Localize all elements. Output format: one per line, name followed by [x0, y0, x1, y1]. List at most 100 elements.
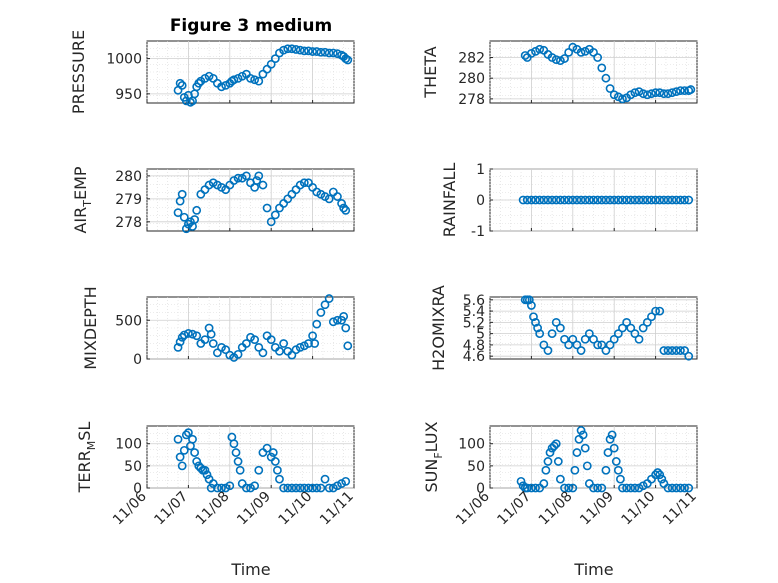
figure-title: Figure 3 medium: [170, 16, 332, 36]
y-tick-label: 278: [458, 92, 485, 108]
x-tick-label: 11/11: [317, 489, 357, 529]
data-point: [545, 448, 555, 457]
data-point: [647, 312, 656, 322]
data-point: [183, 428, 193, 438]
data-point: [680, 346, 689, 355]
data-point: [179, 330, 189, 340]
y-axis-label: RAINFALL: [440, 163, 459, 238]
data-point: [516, 476, 526, 486]
data-point: [287, 483, 297, 493]
data-point: [547, 329, 557, 339]
y-tick-label: 0: [476, 481, 485, 497]
data-point: [638, 323, 648, 333]
data-point: [564, 195, 574, 205]
data-point: [181, 96, 191, 106]
data-point: [192, 457, 202, 466]
data-point: [295, 483, 305, 493]
data-point: [250, 335, 260, 345]
data-point: [233, 173, 243, 183]
data-point: [686, 85, 696, 94]
data-point: [312, 319, 322, 329]
data-point: [333, 192, 342, 201]
x-tick-label: 11/10: [276, 489, 316, 529]
data-point: [299, 483, 309, 493]
data-point: [295, 45, 305, 55]
data-point: [551, 317, 561, 327]
data-point: [339, 203, 349, 213]
data-point: [324, 194, 334, 204]
data-point: [564, 340, 574, 350]
data-point: [626, 483, 636, 493]
data-point: [609, 90, 619, 100]
data-point: [630, 483, 640, 493]
data-point: [667, 346, 677, 355]
y-tick-label: 279: [115, 192, 142, 208]
data-point: [667, 88, 677, 98]
data-point: [531, 317, 540, 327]
y-axis-label: TERRMSL: [75, 422, 98, 494]
data-point: [241, 339, 251, 348]
data-point: [684, 351, 694, 361]
data-point: [308, 331, 317, 341]
data-point: [618, 94, 627, 104]
data-point: [597, 195, 607, 205]
data-point: [320, 474, 330, 484]
data-point: [584, 329, 594, 339]
data-point: [283, 483, 293, 493]
data-point: [206, 483, 216, 493]
data-point: [651, 306, 660, 316]
x-tick-label: 11/07: [494, 489, 534, 529]
data-point: [324, 483, 334, 493]
data-point: [607, 430, 617, 440]
data-point: [555, 323, 565, 333]
data-point: [320, 300, 330, 310]
data-point: [593, 340, 603, 350]
data-point: [527, 301, 536, 310]
data-point: [217, 82, 226, 92]
data-point: [541, 465, 551, 475]
data-point: [177, 80, 187, 90]
data-point: [188, 434, 197, 444]
data-point: [613, 92, 623, 102]
data-point: [283, 44, 293, 54]
y-tick-label: 278: [115, 215, 142, 231]
data-point: [324, 294, 334, 303]
data-point: [601, 73, 611, 83]
data-point: [680, 483, 689, 493]
data-point: [555, 195, 565, 205]
data-point: [551, 195, 561, 205]
subplot-h2omixra: H2OMIXRA: [429, 285, 698, 371]
data-point: [630, 88, 640, 98]
data-point: [250, 75, 260, 85]
data-point: [626, 195, 636, 205]
y-axis-label: AIRTEMP: [71, 166, 94, 233]
data-point: [630, 329, 640, 339]
data-point: [324, 48, 334, 58]
y-axis-label: MIXDEPTH: [81, 286, 100, 369]
data-point: [279, 483, 289, 493]
data-point: [568, 334, 578, 344]
data-point: [676, 483, 685, 493]
data-point: [603, 448, 613, 457]
data-point: [522, 483, 532, 493]
data-point: [576, 47, 586, 57]
data-point: [304, 46, 313, 56]
y-tick-label: 0: [133, 352, 142, 368]
data-point: [212, 348, 222, 358]
data-point: [192, 331, 202, 341]
data-point: [551, 55, 561, 64]
data-point: [175, 78, 185, 88]
y-tick-label: 50: [467, 459, 485, 475]
data-point: [659, 195, 669, 205]
x-tick-labels-right: 11/06 11/07 11/08 11/09 11/10 11/11: [453, 488, 700, 528]
data-point: [173, 434, 183, 444]
data-point: [233, 349, 243, 359]
data-point: [535, 44, 545, 54]
data-point: [246, 73, 255, 83]
data-point: [270, 54, 280, 64]
data-point: [208, 339, 218, 348]
data-point: [312, 47, 322, 56]
data-point: [200, 465, 210, 475]
data-point: [680, 195, 689, 205]
data-point: [225, 481, 235, 491]
